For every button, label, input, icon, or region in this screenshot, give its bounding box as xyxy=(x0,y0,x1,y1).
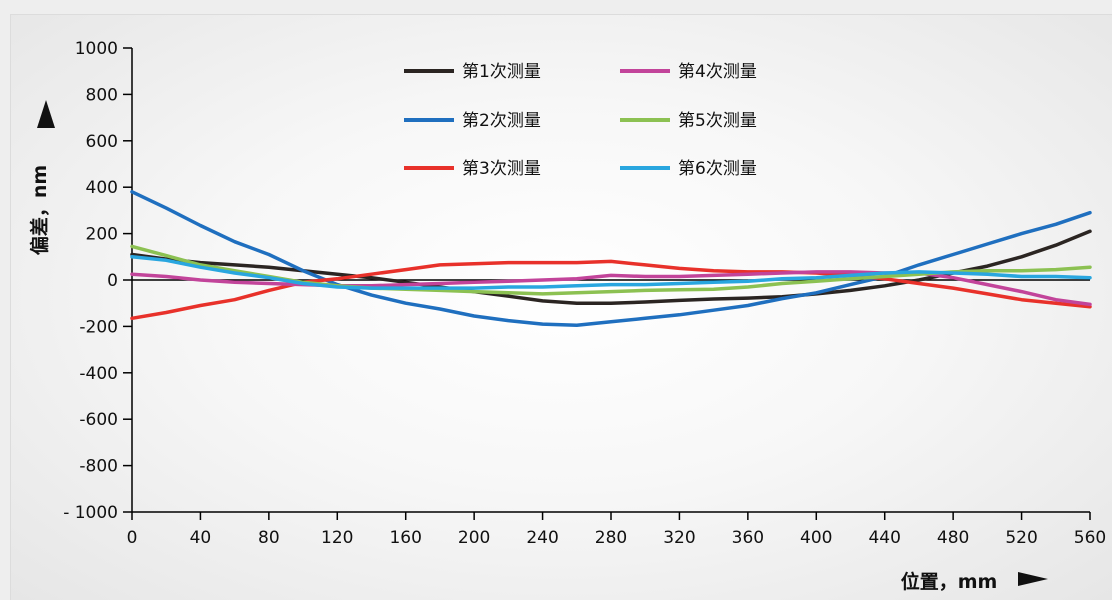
y-tick-label: 600 xyxy=(86,132,118,152)
series-line-6 xyxy=(130,255,1092,290)
y-tick-label: 200 xyxy=(86,225,118,245)
series-lines xyxy=(130,190,1092,327)
legend-label-1: 第1次测量 xyxy=(462,62,541,82)
x-tick-label: 80 xyxy=(258,528,280,548)
x-axis-title: 位置，mm xyxy=(901,570,998,593)
x-tick-label: 40 xyxy=(190,528,212,548)
y-tick-label: -400 xyxy=(79,364,118,384)
x-tick-label: 440 xyxy=(868,528,900,548)
x-tick-label: 0 xyxy=(127,528,138,548)
y-tick-label: 0 xyxy=(107,271,118,291)
legend-label-6: 第6次测量 xyxy=(678,159,757,179)
x-tick-label: 160 xyxy=(389,528,421,548)
legend-label-3: 第3次测量 xyxy=(462,159,541,179)
y-tick-label: 800 xyxy=(86,85,118,105)
y-tick-label: 400 xyxy=(86,178,118,198)
x-tick-label: 320 xyxy=(663,528,695,548)
series-line-1 xyxy=(130,229,1092,305)
x-tick-label: 520 xyxy=(1005,528,1037,548)
x-axis-arrow-icon xyxy=(1018,572,1048,586)
x-tick-label: 360 xyxy=(732,528,764,548)
x-tick-label: 280 xyxy=(595,528,627,548)
x-tick-label: 560 xyxy=(1074,528,1106,548)
series-line-2 xyxy=(130,190,1092,327)
y-tick-label: -200 xyxy=(79,317,118,337)
y-axis-title: 偏差，nm xyxy=(28,165,51,255)
y-tick-label: - 1000 xyxy=(63,503,118,523)
x-tick-label: 120 xyxy=(321,528,353,548)
x-tick-label: 480 xyxy=(937,528,969,548)
legend-label-5: 第5次测量 xyxy=(678,111,757,131)
y-tick-label: 1000 xyxy=(75,39,118,59)
x-tick-label: 400 xyxy=(800,528,832,548)
y-axis-arrow-icon xyxy=(37,100,55,128)
y-tick-label: -600 xyxy=(79,410,118,430)
x-tick-label: 200 xyxy=(458,528,490,548)
legend-label-4: 第4次测量 xyxy=(678,62,757,82)
y-tick-label: -800 xyxy=(79,457,118,477)
y-ticks: 1000 800 600 400 200 0 -200 -400 -600 -800 - 1000 xyxy=(63,39,132,523)
x-tick-label: 240 xyxy=(526,528,558,548)
legend-label-2: 第2次测量 xyxy=(462,111,541,131)
x-ticks: 0 40 80 120 160 200 240 280 320 360 400 440 480 520 56… xyxy=(127,512,1106,548)
